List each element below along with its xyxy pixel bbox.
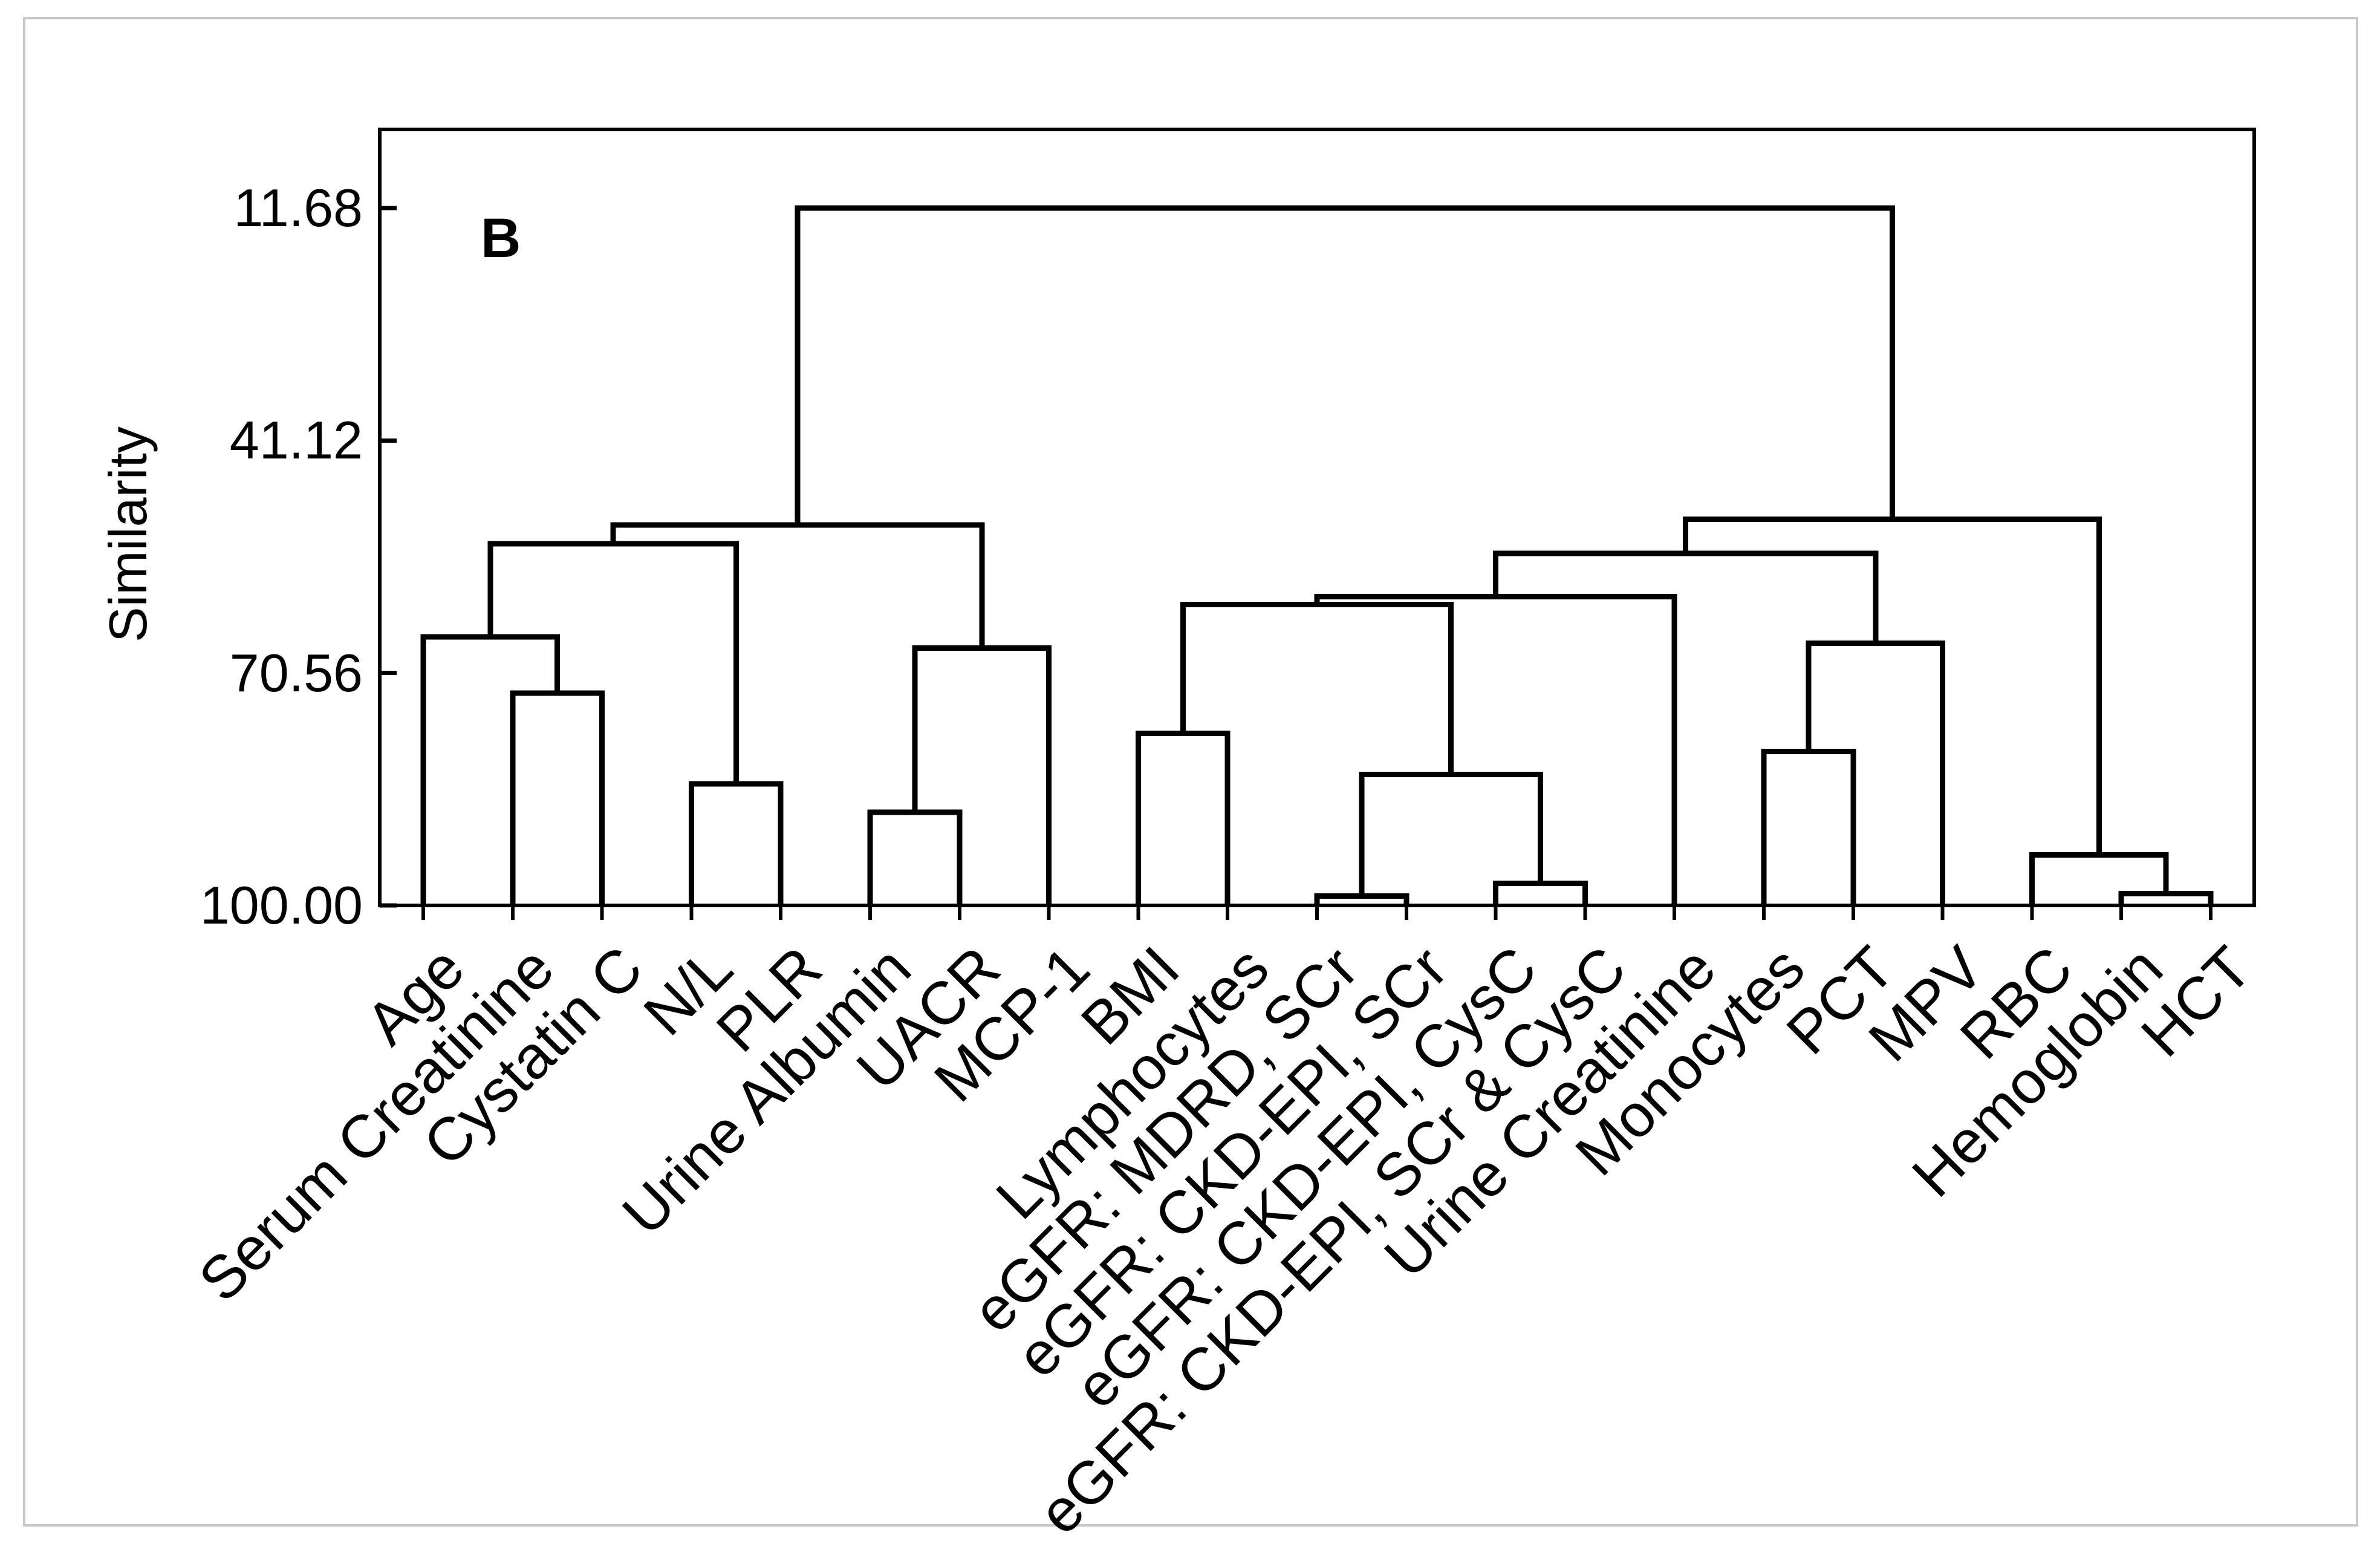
- dendrogram-link: [510, 690, 605, 905]
- dendrogram-link: [1493, 880, 1588, 905]
- y-axis-title: Similarity: [98, 426, 158, 642]
- y-tick-label: 100.00: [200, 875, 363, 935]
- dendrogram-link: [912, 645, 1052, 905]
- dendrogram-link: [2118, 890, 2214, 905]
- dendrogram-link: [1683, 517, 2102, 855]
- panel-label: B: [481, 207, 521, 269]
- y-tick-label: 41.12: [229, 410, 363, 471]
- dendrogram-link: [1359, 771, 1543, 896]
- dendrogram-links: [420, 205, 2214, 905]
- dendrogram-link: [795, 205, 1895, 525]
- dendrogram-link: [610, 522, 985, 648]
- dendrogram-link: [1314, 594, 1677, 905]
- figure-frame: [23, 17, 2358, 1527]
- dendrogram-link: [1180, 602, 1454, 775]
- dendrogram-link: [487, 541, 739, 784]
- dendrogram-link: [420, 634, 561, 905]
- dendrogram-link: [1493, 550, 1879, 644]
- y-tick-label: 11.68: [233, 178, 363, 238]
- dendrogram-link: [2029, 852, 2169, 905]
- dendrogram-link: [1806, 641, 1946, 905]
- dendrogram-link: [867, 809, 963, 905]
- dendrogram-link: [1135, 730, 1231, 905]
- dendrogram-link: [1761, 748, 1856, 905]
- axes: [378, 128, 2256, 920]
- dendrogram-link: [688, 781, 784, 905]
- y-tick-label: 70.56: [229, 642, 363, 703]
